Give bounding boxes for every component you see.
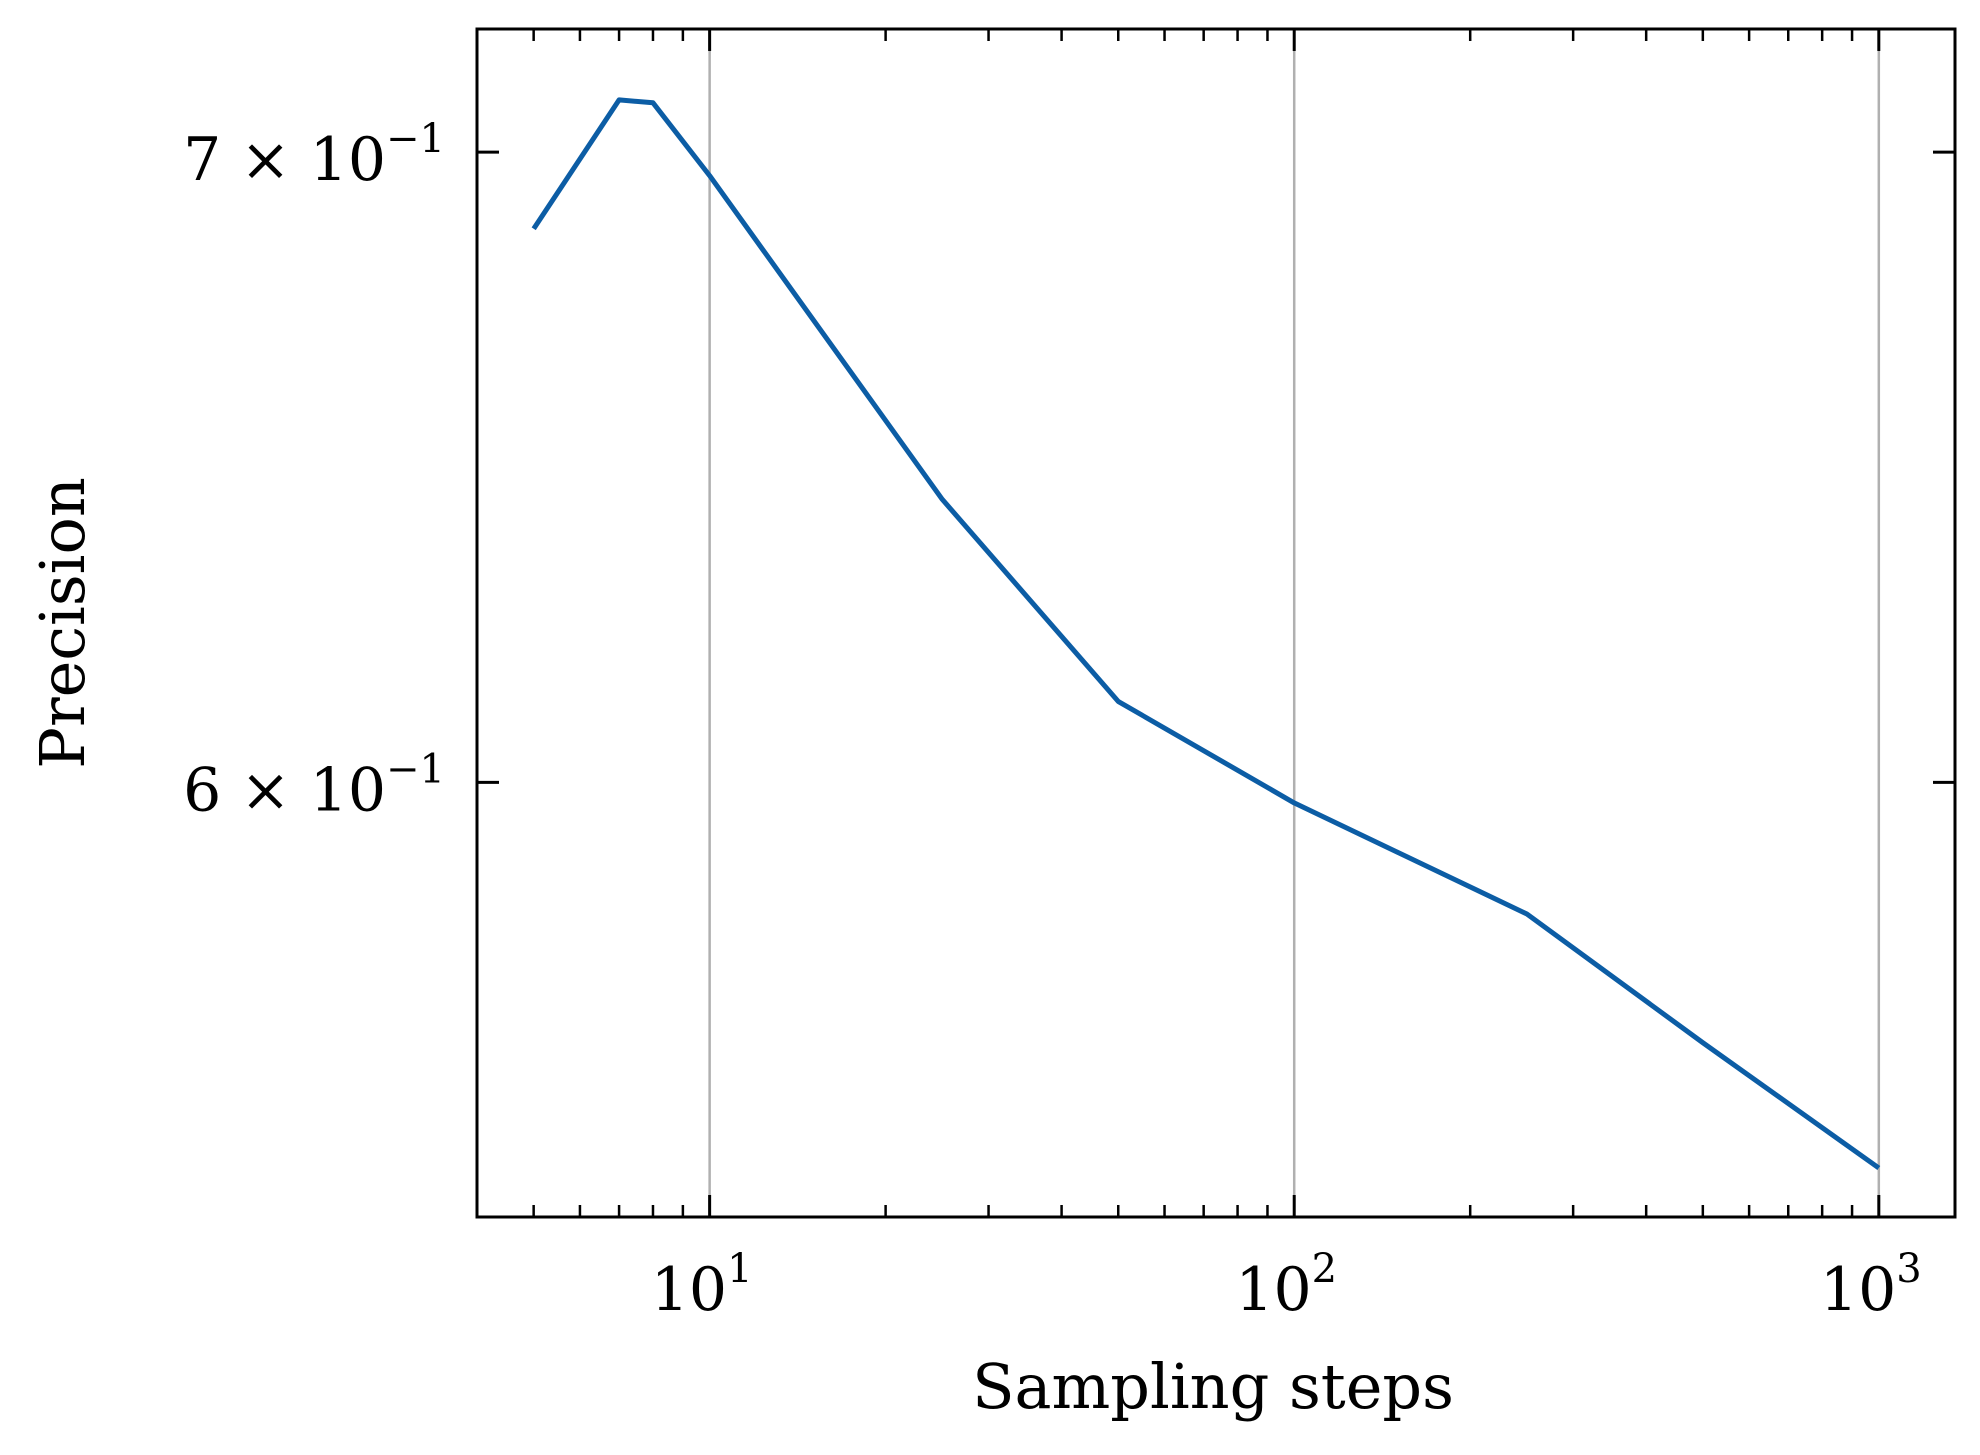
x-tick-labels: 101 102 103 — [651, 1246, 1922, 1325]
series-line — [531, 97, 1881, 1171]
x-tick-label: 101 — [651, 1246, 753, 1325]
major-ticks — [477, 29, 1955, 1217]
plot-frame — [475, 27, 1957, 1219]
minor-ticks — [475, 29, 1854, 1217]
y-tick-label: 6 × 10−1 — [183, 746, 445, 825]
grid-lines — [708, 29, 1881, 1217]
x-axis-title: Sampling steps — [972, 1350, 1454, 1423]
y-tick-label: 7 × 10−1 — [183, 116, 445, 195]
y-tick-labels: 7 × 10−1 6 × 10−1 — [183, 116, 445, 825]
x-tick-label: 102 — [1235, 1246, 1337, 1325]
x-tick-label: 103 — [1820, 1246, 1922, 1325]
y-axis-title: Precision — [26, 477, 99, 769]
